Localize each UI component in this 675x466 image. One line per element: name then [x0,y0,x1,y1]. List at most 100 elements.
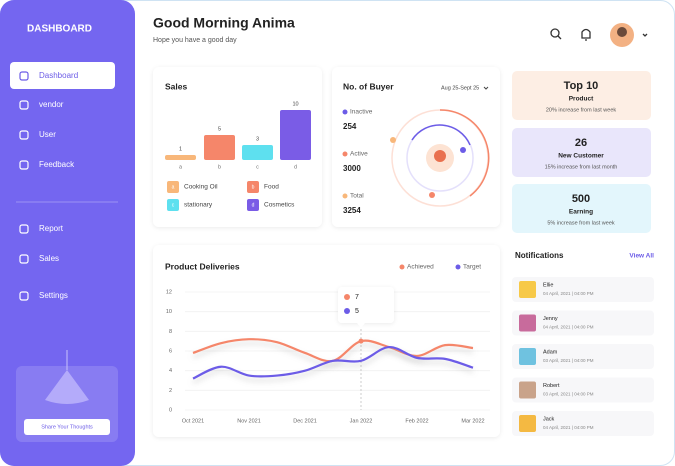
share-button[interactable] [24,419,110,435]
menu-item[interactable]: Sales [39,254,59,263]
orbit-arc [439,109,490,197]
buyer-value: 3254 [343,206,361,215]
legend-key: d [252,202,255,208]
lamp [45,370,89,404]
y-tick-label: 10 [166,309,172,315]
tooltip-value: 5 [355,308,359,315]
legend-key: b [252,184,255,190]
deliveries-card [153,245,500,437]
buyer-dot [342,151,348,157]
tooltip [338,287,394,323]
menu-item[interactable]: Feedback [39,160,75,169]
stat-note: 5% increase from last week [547,220,614,226]
legend-label: Achieved [407,264,434,271]
notification-time: 04 April, 2021 | 04:00 PM [543,425,594,430]
line [192,345,474,380]
menu-item[interactable]: Report [39,224,64,233]
bar [165,155,196,160]
bar-category: c [256,164,259,170]
menu-item[interactable]: vendor [39,100,64,109]
range-chevron[interactable] [483,86,489,90]
stat-value: Top 10 [564,80,599,92]
tooltip-value: 7 [355,294,359,301]
legend-swatch [167,181,179,193]
y-tick-label: 4 [169,368,172,374]
stat-label: New Customer [558,153,604,160]
legend-label: Food [264,184,279,191]
sales-card [153,67,322,227]
card-title: No. of Buyer [343,81,394,91]
greeting: Good Morning Anima [153,15,295,31]
legend-swatch [247,199,259,211]
brand: DASHBOARD [27,24,92,35]
notification-item[interactable] [512,377,654,403]
orbit-arc [411,124,471,146]
x-tick-label: Oct 2021 [182,418,204,424]
chart-title: Product Deliveries [165,261,240,271]
notification-name: Ellie [543,282,553,288]
menu-icon [19,100,29,110]
menu-icon [19,71,29,81]
bar-category: b [218,164,221,170]
x-tick-label: Dec 2021 [293,418,317,424]
hover-point [358,338,364,344]
view-all[interactable]: View All [629,253,654,260]
stat-value: 26 [575,137,587,149]
y-tick-label: 12 [166,289,172,295]
orbit-dot [429,192,435,198]
orbit-dot [460,147,466,153]
notification-item[interactable] [512,411,654,436]
menu-item[interactable]: Settings [39,291,68,300]
bar-value: 5 [218,126,221,132]
notification-avatar [519,314,536,332]
menu-item[interactable]: Dashboard [39,71,78,80]
bar [280,110,311,160]
legend-key: c [172,202,175,208]
bell-icon[interactable] [581,28,591,41]
chevron[interactable] [642,33,648,37]
x-tick-label: Mar 2022 [461,418,484,424]
y-tick-label: 2 [169,388,172,394]
notification-time: 03 April, 2021 | 04:00 PM [543,358,594,363]
share-button-label[interactable]: Share Your Thoughts [41,424,93,430]
menu-icon [19,224,29,234]
notification-avatar [519,348,536,365]
notification-item[interactable] [512,277,654,302]
x-tick-label: Jan 2022 [350,418,373,424]
buyer-value: 3000 [343,164,361,173]
menu-icon [19,254,29,264]
orbit [391,109,490,207]
bar [204,135,235,160]
notification-name: Jenny [543,316,558,322]
buyer-label: Active [350,151,368,158]
notification-avatar [519,415,536,432]
bar-value: 1 [179,146,182,152]
search-icon[interactable] [550,28,560,38]
stat-card [512,184,651,233]
legend-label: Cooking Oil [184,184,218,191]
greeting-sub: Hope you have a good day [153,37,237,44]
y-tick-label: 6 [169,348,172,354]
x-tick-label: Nov 2021 [237,418,261,424]
search-icon-handle [557,35,562,40]
buyer-label: Inactive [350,109,373,116]
legend-key: a [172,184,175,190]
notification-item[interactable] [512,344,654,369]
buyer-dot [342,193,348,199]
legend-label: Cosmetics [264,202,295,209]
legend-swatch [167,199,179,211]
date-range: Aug 25-Sept 25 [441,85,479,91]
legend-label: Target [463,264,481,271]
bar-category: d [294,164,297,170]
active-item[interactable] [10,62,115,89]
menu-icon [19,160,29,170]
stat-note: 15% increase from last month [545,164,618,170]
notification-name: Robert [543,383,560,389]
notification-item[interactable] [512,310,654,336]
buyer-avatar-face [434,150,446,162]
menu-item[interactable]: User [39,130,56,139]
bar-value: 10 [292,101,298,107]
y-tick-label: 8 [169,329,172,335]
avatar-face [617,27,627,37]
